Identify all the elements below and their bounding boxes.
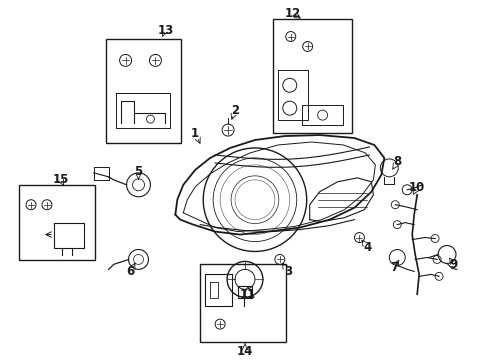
Bar [19, 185, 95, 260]
Text: 2: 2 [230, 104, 239, 117]
Text: 12: 12 [284, 7, 300, 20]
Text: 4: 4 [363, 241, 371, 254]
Text: 11: 11 [240, 288, 256, 301]
Text: 9: 9 [449, 258, 457, 271]
Text: 14: 14 [236, 345, 253, 357]
Text: 7: 7 [389, 261, 398, 274]
Text: 15: 15 [53, 173, 69, 186]
Bar [105, 39, 181, 143]
Text: 3: 3 [283, 265, 291, 278]
Bar [200, 265, 285, 342]
Text: 13: 13 [157, 24, 173, 37]
Text: 10: 10 [408, 181, 425, 194]
Text: 8: 8 [392, 156, 401, 168]
Text: 5: 5 [134, 165, 142, 178]
Text: 6: 6 [126, 265, 134, 278]
Bar [272, 19, 352, 133]
Text: 1: 1 [191, 127, 199, 140]
